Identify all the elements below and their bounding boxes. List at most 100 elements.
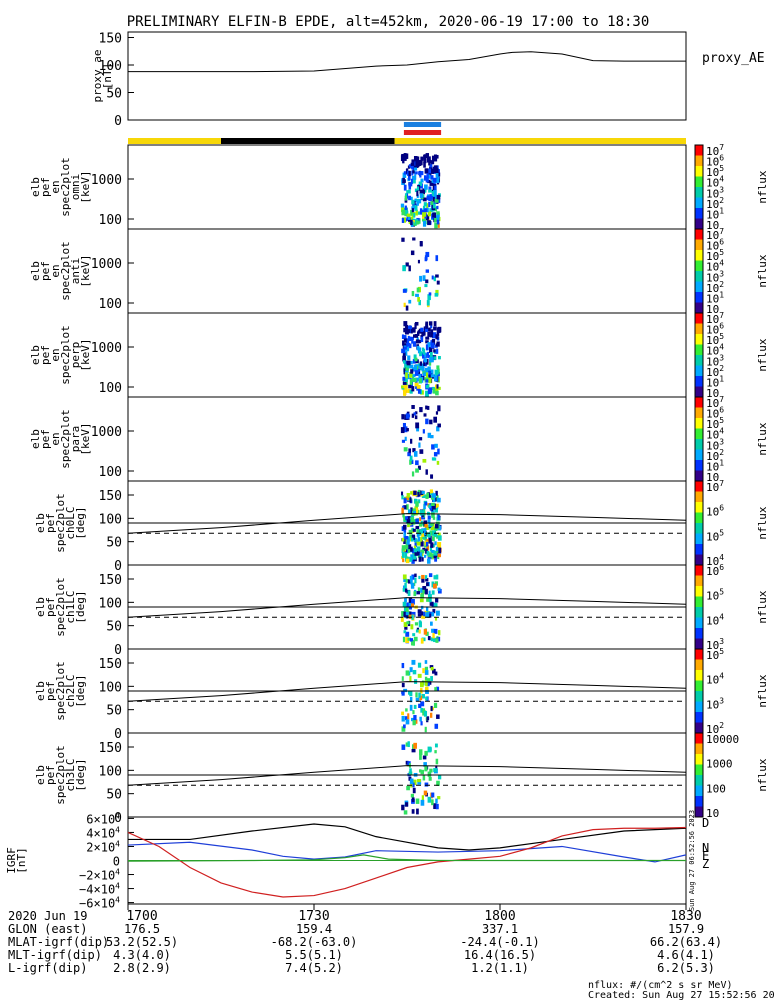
colorbar-band <box>695 573 703 576</box>
colorbar-band <box>695 560 703 564</box>
colorbar-band <box>695 329 703 333</box>
flux-pixel <box>434 603 438 608</box>
flux-pixel <box>411 339 414 344</box>
colorbar-band <box>695 166 703 169</box>
flux-pixel <box>425 577 429 582</box>
flux-pixel <box>425 269 430 273</box>
colorbar-band <box>695 258 703 261</box>
flux-pixel <box>415 161 420 167</box>
flux-pixel <box>410 793 414 798</box>
colorbar-label: nflux <box>756 170 769 203</box>
flux-pixel <box>406 190 411 194</box>
flux-pixel <box>419 189 423 195</box>
flux-pixel <box>410 336 414 341</box>
flux-pixel <box>414 357 418 362</box>
flux-pixel <box>415 798 420 804</box>
colorbar-band <box>695 758 703 761</box>
flux-pixel <box>424 326 429 333</box>
flux-pixel <box>413 715 417 721</box>
colorbar-label: nflux <box>756 758 769 791</box>
y-tick-label: 100 <box>99 680 122 695</box>
colorbar-band <box>695 340 703 343</box>
colorbar-tick-label: 10 <box>706 303 719 316</box>
flux-pixel <box>406 602 411 609</box>
colorbar-band <box>695 481 703 484</box>
colorbar-band <box>695 355 703 358</box>
flux-pixel <box>403 528 407 534</box>
colorbar-band <box>695 247 703 251</box>
flux-pixel <box>406 338 410 344</box>
colorbar-band <box>695 449 703 453</box>
colorbar-band <box>695 405 703 408</box>
flux-pixel <box>431 275 434 280</box>
flux-pixel <box>424 666 429 671</box>
flux-pixel <box>400 427 405 434</box>
colorbar-band <box>695 800 703 803</box>
flux-pixel <box>403 346 408 350</box>
colorbar-band <box>695 667 703 671</box>
flux-pixel <box>401 414 405 420</box>
flux-pixel <box>420 536 423 542</box>
flux-pixel <box>410 360 413 365</box>
flux-pixel <box>419 351 424 357</box>
flux-pixel <box>434 443 438 448</box>
colorbar-band <box>695 220 703 224</box>
flux-pixel <box>409 690 413 697</box>
flux-pixel <box>425 358 429 365</box>
flux-pixel <box>433 803 437 810</box>
flux-pixel <box>433 206 438 212</box>
flux-pixel <box>409 216 414 221</box>
colorbar-band <box>695 518 703 522</box>
flux-pixel <box>411 717 416 722</box>
colorbar-band <box>695 575 703 579</box>
flux-pixel <box>437 525 442 531</box>
flux-pixel <box>430 474 434 479</box>
y-axis-label-line: [nT] <box>101 63 114 90</box>
colorbar-band <box>695 428 703 432</box>
flux-pixel <box>415 364 420 368</box>
flux-pixel <box>419 754 422 760</box>
flux-pixel <box>437 174 440 179</box>
flux-pixel <box>421 494 426 499</box>
flux-pixel <box>401 153 406 158</box>
flux-pixel <box>416 541 421 546</box>
flux-pixel <box>428 532 431 538</box>
colorbar-band <box>695 424 703 427</box>
y-axis-label-line: proxy_ae <box>91 50 104 103</box>
flux-pixel <box>424 184 428 190</box>
flux-pixel <box>407 175 411 181</box>
flux-pixel <box>425 279 429 284</box>
flux-pixel <box>428 168 432 174</box>
colorbar-band <box>695 289 703 293</box>
colorbar-label: nflux <box>756 338 769 371</box>
flux-pixel <box>411 413 415 418</box>
flux-pixel <box>413 354 417 360</box>
colorbar-band <box>695 716 703 719</box>
flux-pixel <box>409 497 412 503</box>
colorbar-band <box>695 443 703 446</box>
flux-pixel <box>429 768 433 773</box>
flux-pixel <box>433 326 437 331</box>
colorbar-band <box>695 485 703 488</box>
x-tick-label: 1730 <box>298 909 329 924</box>
colorbar-band <box>695 506 703 509</box>
flux-pixel <box>435 798 438 804</box>
flux-pixel <box>421 557 424 562</box>
flux-pixel <box>437 497 441 503</box>
flux-pixel <box>401 552 405 558</box>
colorbar-band <box>695 254 703 257</box>
colorbar-band <box>695 306 703 310</box>
flux-pixel <box>415 501 419 507</box>
colorbar-band <box>695 363 703 366</box>
colorbar-band <box>695 210 703 213</box>
flux-pixel <box>431 457 436 461</box>
y-axis-label-line: pef <box>39 345 52 365</box>
flux-pixel <box>428 159 432 164</box>
y-axis-label-line: pef <box>44 681 57 701</box>
colorbar-band <box>695 145 703 148</box>
flux-pixel <box>413 490 417 496</box>
colorbar-band <box>695 600 703 604</box>
loss-cone-line <box>127 513 687 534</box>
flux-pixel <box>425 340 429 344</box>
flux-pixel <box>418 374 421 379</box>
